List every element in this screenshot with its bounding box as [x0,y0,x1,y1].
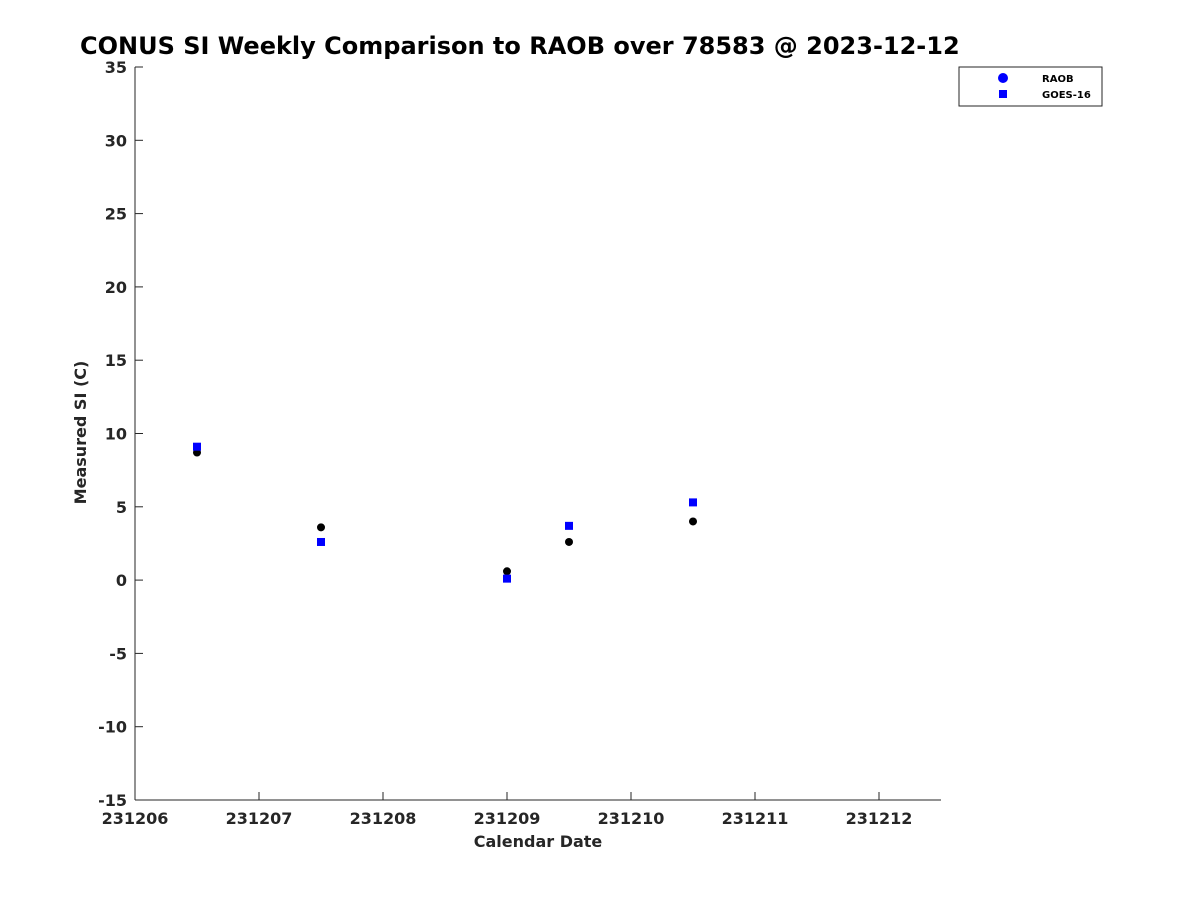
y-tick-label: 15 [105,351,127,370]
y-axis-label: Measured SI (C) [71,361,90,505]
y-tick-label: 0 [116,571,127,590]
y-tick-label: 25 [105,205,127,224]
y-tick-label: 35 [105,58,127,77]
x-tick-label: 231209 [474,809,541,828]
y-tick-label: 5 [116,498,127,517]
y-tick-label: -5 [109,644,127,663]
y-tick-label: 10 [105,425,127,444]
legend: RAOB GOES-16 [958,66,1103,107]
goes-16-point [565,521,573,530]
legend-label: RAOB [1042,74,1074,85]
raob-point [503,567,511,576]
x-axis-label: Calendar Date [474,832,603,851]
raob-point [689,517,697,526]
raob-point [565,537,573,546]
y-tick-label: 30 [105,131,127,150]
goes-16-point [689,498,697,507]
goes-16-point [193,442,201,451]
x-tick-label: 231211 [722,809,789,828]
x-tick-label: 231206 [102,809,169,828]
x-tick-label: 231208 [350,809,417,828]
x-tick-label: 231207 [226,809,293,828]
x-tick-label: 231212 [846,809,913,828]
goes-16-point [317,537,325,546]
legend-raob-marker [998,73,1008,83]
chart-title: CONUS SI Weekly Comparison to RAOB over … [80,32,960,60]
legend-label: GOES-16 [1042,90,1091,101]
data-marks [193,442,697,583]
y-tick-label: -15 [98,791,127,810]
legend-box [958,66,1103,107]
x-tick-label: 231210 [598,809,665,828]
y-tick-label: -10 [98,718,127,737]
goes-16-point [503,574,511,583]
y-tick-label: 20 [105,278,127,297]
raob-point [317,523,325,532]
legend-goes-16-marker [999,90,1007,98]
